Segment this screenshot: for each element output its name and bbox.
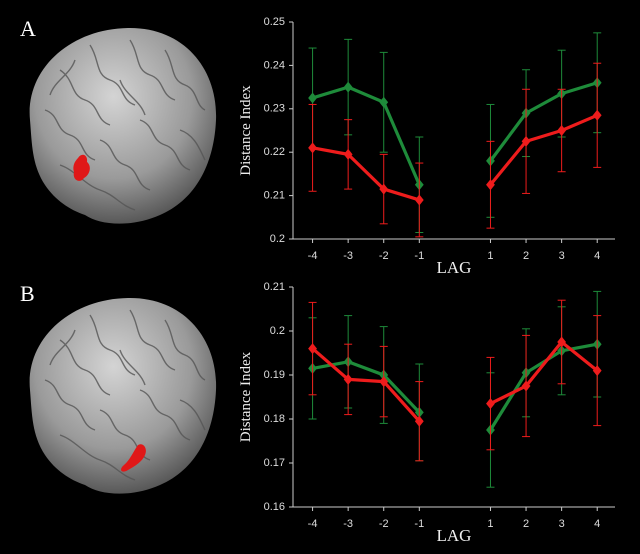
marker — [557, 125, 567, 136]
y-axis-title: Distance Index — [238, 351, 254, 442]
marker — [308, 343, 317, 355]
x-tick-label: -1 — [414, 518, 424, 530]
x-tick-label: 3 — [559, 250, 565, 262]
brain-image-a — [28, 27, 217, 225]
x-tick-label: 4 — [594, 518, 600, 530]
panel-letter: A — [20, 16, 36, 41]
y-tick-label: 0.24 — [264, 59, 285, 71]
series-line — [312, 81, 598, 186]
x-axis-title: LAG — [437, 258, 472, 277]
marker — [308, 92, 317, 104]
marker — [521, 135, 531, 147]
x-tick-label: 1 — [487, 250, 493, 262]
brain-image-b — [28, 297, 217, 495]
x-tick-label: -2 — [379, 518, 389, 530]
x-tick-label: -4 — [308, 250, 318, 262]
marker — [379, 96, 389, 108]
panel-letter: B — [20, 281, 35, 306]
marker — [592, 365, 602, 377]
y-tick-label: 0.2 — [270, 325, 285, 337]
marker — [414, 194, 424, 206]
x-tick-label: -2 — [379, 250, 389, 262]
y-tick-label: 0.22 — [264, 146, 285, 158]
series-line — [312, 113, 598, 202]
marker — [343, 373, 353, 385]
y-tick-label: 0.23 — [264, 103, 285, 115]
series-line — [311, 340, 599, 423]
y-tick-label: 0.2 — [270, 233, 285, 245]
x-axis-title: LAG — [437, 526, 472, 545]
x-tick-label: 4 — [594, 250, 600, 262]
y-tick-label: 0.25 — [264, 16, 285, 28]
x-tick-label: -3 — [343, 250, 353, 262]
marker — [379, 183, 389, 195]
x-tick-label: 2 — [523, 518, 529, 530]
y-tick-label: 0.21 — [264, 281, 285, 293]
marker — [343, 148, 353, 160]
marker — [521, 380, 531, 392]
x-tick-label: 1 — [487, 518, 493, 530]
y-tick-label: 0.17 — [264, 457, 285, 469]
marker — [557, 336, 567, 348]
marker — [592, 109, 602, 121]
y-tick-label: 0.21 — [264, 190, 285, 202]
marker — [486, 179, 495, 191]
marker — [379, 376, 389, 388]
x-tick-label: -1 — [414, 250, 424, 262]
x-tick-label: 2 — [523, 250, 529, 262]
x-tick-label: -4 — [308, 518, 318, 530]
x-tick-label: 3 — [559, 518, 565, 530]
y-tick-label: 0.18 — [264, 413, 285, 425]
activation-region — [73, 154, 90, 181]
x-tick-label: -3 — [343, 518, 353, 530]
marker — [486, 398, 495, 410]
series-line — [312, 342, 598, 431]
y-tick-label: 0.19 — [264, 369, 285, 381]
marker — [343, 81, 353, 93]
marker — [308, 142, 317, 154]
y-tick-label: 0.16 — [264, 501, 285, 513]
activation-region — [121, 444, 146, 472]
marker — [414, 415, 424, 427]
y-axis-title: Distance Index — [238, 85, 254, 176]
